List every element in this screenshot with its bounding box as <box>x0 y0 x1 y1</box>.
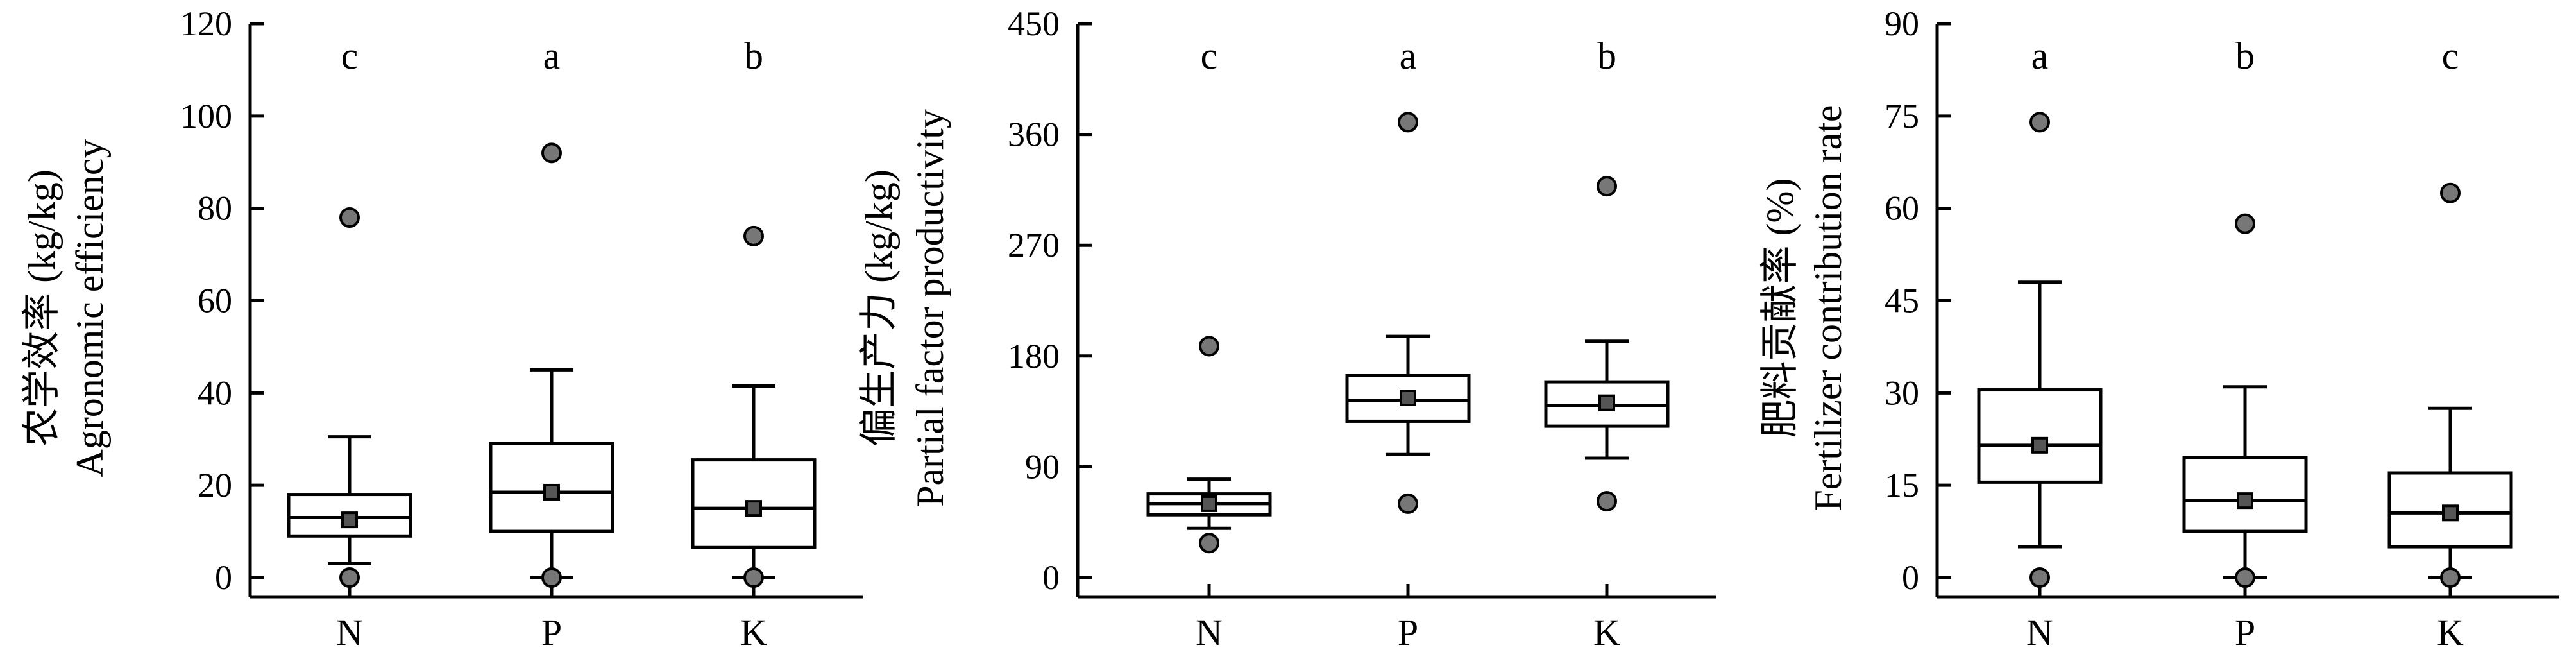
outlier-point <box>541 567 562 588</box>
box-N: Na <box>1977 35 2103 653</box>
box-N: Nc <box>1146 35 1272 653</box>
significance-letter: c <box>341 35 359 77</box>
outlier-point <box>2440 567 2461 588</box>
y-tick-label: 60 <box>1885 189 1919 228</box>
chart-panel-2: 0 90 180 270 360 450 偏生产力 (kg/kg) Partial facto… <box>858 4 1716 653</box>
outlier-point <box>1199 533 1219 554</box>
y-tick-label: 360 <box>1008 116 1060 154</box>
x-tick-label: P <box>1398 612 1418 653</box>
outlier-point <box>339 207 360 228</box>
mean-marker <box>1201 495 1217 512</box>
box-K: Kc <box>2387 35 2513 653</box>
y-tick-label: 100 <box>180 97 232 135</box>
y-tick-label: 0 <box>1902 558 1919 597</box>
outlier-point <box>743 225 764 246</box>
box-P: Pb <box>2182 35 2308 653</box>
chart-panel-1: 0 20 40 60 80 100 120 农学效率 (kg/kg) Agronomic eff… <box>21 4 863 653</box>
x-tick-label: N <box>1196 612 1223 653</box>
y-tick-label: 180 <box>1008 337 1060 375</box>
y-tick-label: 75 <box>1885 97 1919 135</box>
y-tick-label: 80 <box>198 189 232 228</box>
x-tick-label: P <box>541 612 562 653</box>
chart-panel-3: 0 15 30 45 60 75 90 肥料贡献率 (%) Fertilizer contrib… <box>1759 4 2559 653</box>
outlier-point <box>1398 112 1418 133</box>
significance-letter: b <box>744 35 763 77</box>
significance-letter: a <box>1400 35 1417 77</box>
outlier-point <box>2235 213 2255 234</box>
mean-marker <box>2442 504 2459 522</box>
y-tick-label: 90 <box>1025 447 1060 486</box>
x-tick-label: K <box>1593 612 1620 653</box>
x-tick-label: K <box>740 612 767 653</box>
mean-marker <box>1400 390 1416 407</box>
outlier-point <box>2029 112 2050 133</box>
x-tick-label: N <box>336 612 363 653</box>
box-K: Kb <box>691 35 817 653</box>
y-tick-label: 0 <box>1042 558 1060 597</box>
y-tick-label: 30 <box>1885 373 1919 412</box>
y-axis-title-line-1: 偏生产力 (kg/kg) <box>858 169 900 447</box>
y-axis-title-line-1: 农学效率 (kg/kg) <box>21 169 63 447</box>
outlier-point <box>1398 493 1418 514</box>
outlier-point <box>1597 491 1617 512</box>
box-P: Pa <box>1345 35 1471 653</box>
mean-marker <box>745 500 762 517</box>
y-tick-label: 270 <box>1008 226 1060 264</box>
outlier-point <box>541 142 562 164</box>
significance-letter: b <box>1597 35 1616 77</box>
outlier-point <box>743 567 764 588</box>
mean-marker <box>543 483 560 501</box>
y-tick-label: 60 <box>198 282 232 320</box>
significance-letter: a <box>2031 35 2049 77</box>
y-axis-title-line-1: 肥料贡献率 (%) <box>1759 178 1801 438</box>
y-tick-label: 15 <box>1885 466 1919 504</box>
mean-marker <box>2237 492 2253 510</box>
x-tick-label: K <box>2437 612 2464 653</box>
outlier-point <box>2235 567 2255 588</box>
mean-marker <box>341 511 358 529</box>
y-axis-title-line-2: Fertilizer contribution rate <box>1807 105 1849 511</box>
y-tick-label: 45 <box>1885 282 1919 320</box>
outlier-point <box>1597 176 1617 197</box>
y-tick-label: 0 <box>215 558 232 597</box>
significance-letter: b <box>2235 35 2255 77</box>
significance-letter: c <box>2442 35 2459 77</box>
y-axis-title-line-2: Partial factor productivity <box>909 109 951 507</box>
mean-marker <box>1598 394 1615 411</box>
outlier-point <box>339 567 360 588</box>
y-tick-label: 40 <box>198 373 232 412</box>
y-tick-label: 120 <box>180 4 232 43</box>
box-K: Kb <box>1544 35 1670 653</box>
mean-marker <box>2031 436 2048 454</box>
box-N: Nc <box>287 35 412 653</box>
box-P: Pa <box>489 35 614 653</box>
outlier-point <box>1199 336 1219 357</box>
y-tick-label: 20 <box>198 466 232 504</box>
significance-letter: a <box>543 35 561 77</box>
y-tick-label: 450 <box>1008 4 1060 43</box>
outlier-point <box>2440 182 2461 203</box>
y-tick-label: 90 <box>1885 4 1919 43</box>
y-axis-title-line-2: Agronomic efficiency <box>69 139 111 477</box>
x-tick-label: P <box>2235 612 2255 653</box>
x-tick-label: N <box>2026 612 2053 653</box>
outlier-point <box>2029 567 2050 588</box>
iqr-box <box>1977 388 2103 484</box>
significance-letter: c <box>1201 35 1218 77</box>
